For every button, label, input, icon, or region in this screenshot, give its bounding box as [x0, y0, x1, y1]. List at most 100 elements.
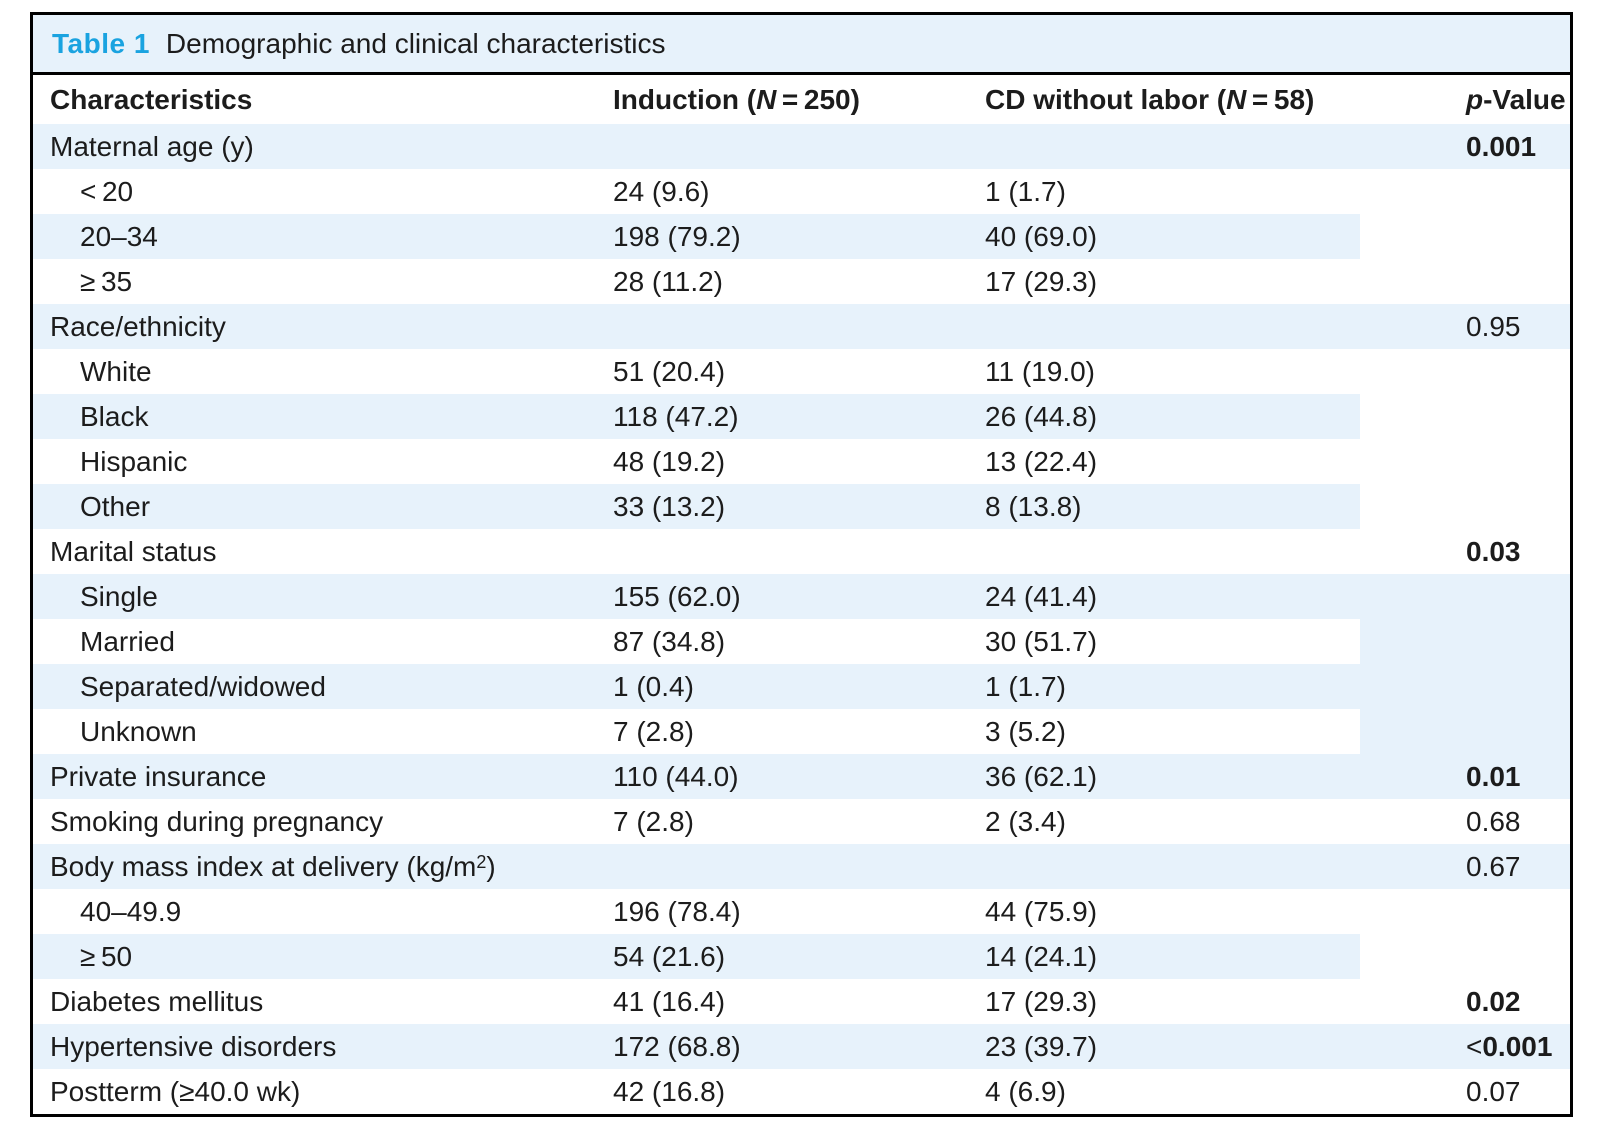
table-row: Hispanic 48 (19.2) 13 (22.4)	[33, 439, 1570, 484]
cell-characteristic: Marital status	[50, 535, 217, 567]
cell-characteristic: Smoking during pregnancy	[50, 805, 384, 837]
cell-induction	[593, 529, 965, 574]
cell-pvalue-span	[1360, 574, 1570, 754]
cell-pvalue: <0.001	[1360, 1024, 1570, 1069]
cell-induction: 48 (19.2)	[613, 445, 726, 477]
cell-pvalue: 0.68	[1466, 805, 1521, 837]
cell-cd-without-labor	[965, 304, 1360, 349]
cell-induction: 42 (16.8)	[613, 1075, 726, 1107]
cell-induction: 1 (0.4)	[593, 664, 965, 709]
cell-induction: 51 (20.4)	[613, 355, 726, 387]
cell-cd-without-labor: 24 (41.4)	[965, 574, 1360, 619]
cell-characteristic: White	[80, 355, 152, 387]
header-row: Characteristics Induction (N = 250) CD w…	[33, 75, 1570, 124]
table-row: ≥ 50 54 (21.6) 14 (24.1)	[33, 934, 1570, 979]
table-title: Demographic and clinical characteristics	[165, 27, 666, 59]
table-row: Private insurance 110 (44.0) 36 (62.1) 0.01	[33, 754, 1570, 799]
table-row: 20–34 198 (79.2) 40 (69.0)	[33, 214, 1570, 259]
cell-induction: 110 (44.0)	[593, 754, 965, 799]
cell-induction: 172 (68.8)	[593, 1024, 965, 1069]
cell-pvalue: 0.001	[1360, 124, 1570, 169]
table-row: Body mass index at delivery (kg/m2) 0.67	[33, 844, 1570, 889]
cell-induction: 155 (62.0)	[593, 574, 965, 619]
cell-cd-without-labor	[965, 124, 1360, 169]
table-caption: Table 1 Demographic and clinical charact…	[33, 15, 1570, 75]
cell-induction	[593, 844, 965, 889]
cell-cd-without-labor: 13 (22.4)	[985, 445, 1098, 477]
cell-characteristic: Diabetes mellitus	[50, 985, 264, 1017]
cell-cd-without-labor: 2 (3.4)	[985, 805, 1066, 837]
cell-cd-without-labor: 14 (24.1)	[965, 934, 1360, 979]
cell-characteristic: Private insurance	[33, 754, 593, 799]
col-header-induction: Induction (N = 250)	[593, 75, 965, 124]
cell-pvalue: 0.95	[1360, 304, 1570, 349]
cell-characteristic: Single	[33, 574, 593, 619]
cell-cd-without-labor: 17 (29.3)	[985, 265, 1098, 297]
table-number: Table 1	[52, 27, 150, 59]
cell-characteristic: Race/ethnicity	[33, 304, 593, 349]
table-row: White 51 (20.4) 11 (19.0)	[33, 349, 1570, 394]
cell-induction: 28 (11.2)	[613, 265, 723, 297]
cell-induction	[593, 124, 965, 169]
cell-characteristic: 20–34	[33, 214, 593, 259]
cell-cd-without-labor: 44 (75.9)	[985, 895, 1098, 927]
cell-characteristic: Maternal age (y)	[33, 124, 593, 169]
cell-induction: 24 (9.6)	[613, 175, 710, 207]
cell-induction	[593, 304, 965, 349]
cell-pvalue: 0.01	[1360, 754, 1570, 799]
cell-characteristic: 40–49.9	[80, 895, 182, 927]
cell-induction: 118 (47.2)	[593, 394, 965, 439]
characteristics-table: Characteristics Induction (N = 250) CD w…	[33, 75, 1570, 1114]
table-row: Married 87 (34.8) 30 (51.7)	[33, 619, 1570, 664]
table-row: Race/ethnicity 0.95	[33, 304, 1570, 349]
cell-cd-without-labor	[965, 844, 1360, 889]
cell-induction: 196 (78.4)	[613, 895, 741, 927]
cell-characteristic: Body mass index at delivery (kg/m2)	[33, 844, 593, 889]
table-row: Unknown 7 (2.8) 3 (5.2)	[33, 709, 1570, 754]
col-header-pvalue: p-Value	[1360, 75, 1570, 124]
cell-cd-without-labor: 23 (39.7)	[965, 1024, 1360, 1069]
table-row: Smoking during pregnancy 7 (2.8) 2 (3.4) 0.…	[33, 799, 1570, 844]
cell-pvalue: 0.67	[1360, 844, 1570, 889]
cell-characteristic: ≥ 50	[33, 934, 593, 979]
table-row: < 20 24 (9.6) 1 (1.7)	[33, 169, 1570, 214]
cell-characteristic: Married	[80, 625, 175, 657]
cell-induction: 7 (2.8)	[613, 715, 694, 747]
cell-characteristic: < 20	[80, 175, 134, 207]
cell-cd-without-labor: 8 (13.8)	[965, 484, 1360, 529]
col-header-cd-without-labor: CD without labor (N = 58)	[965, 75, 1360, 124]
cell-cd-without-labor: 36 (62.1)	[965, 754, 1360, 799]
cell-cd-without-labor: 26 (44.8)	[965, 394, 1360, 439]
table-row: Marital status 0.03	[33, 529, 1570, 574]
table-row: 40–49.9 196 (78.4) 44 (75.9)	[33, 889, 1570, 934]
cell-pvalue-span	[1360, 169, 1570, 304]
table-row: Maternal age (y) 0.001	[33, 124, 1570, 169]
cell-cd-without-labor: 11 (19.0)	[985, 355, 1095, 387]
table-body: Maternal age (y) 0.001 < 20 24 (9.6) 1 (1.7)…	[33, 124, 1570, 1114]
table-row: Postterm (≥40.0 wk) 42 (16.8) 4 (6.9) 0.07	[33, 1069, 1570, 1114]
cell-induction: 54 (21.6)	[593, 934, 965, 979]
col-header-characteristics: Characteristics	[33, 75, 593, 124]
cell-cd-without-labor: 30 (51.7)	[985, 625, 1098, 657]
cell-cd-without-labor: 3 (5.2)	[985, 715, 1066, 747]
cell-characteristic: Black	[33, 394, 593, 439]
cell-pvalue: 0.02	[1466, 985, 1521, 1017]
cell-characteristic: Other	[33, 484, 593, 529]
cell-cd-without-labor	[965, 529, 1360, 574]
table-row: Other 33 (13.2) 8 (13.8)	[33, 484, 1570, 529]
table-row: Separated/widowed 1 (0.4) 1 (1.7)	[33, 664, 1570, 709]
cell-characteristic: Separated/widowed	[33, 664, 593, 709]
cell-characteristic: ≥ 35	[80, 265, 133, 297]
cell-induction: 87 (34.8)	[613, 625, 726, 657]
cell-induction: 41 (16.4)	[613, 985, 726, 1017]
cell-induction: 7 (2.8)	[613, 805, 694, 837]
cell-induction: 33 (13.2)	[593, 484, 965, 529]
cell-characteristic: Postterm (≥40.0 wk)	[50, 1075, 301, 1107]
cell-characteristic: Unknown	[80, 715, 197, 747]
cell-pvalue: 0.03	[1466, 535, 1521, 567]
cell-cd-without-labor: 4 (6.9)	[985, 1075, 1066, 1107]
cell-cd-without-labor: 40 (69.0)	[965, 214, 1360, 259]
table-row: Diabetes mellitus 41 (16.4) 17 (29.3) 0.02	[33, 979, 1570, 1024]
cell-characteristic: Hispanic	[80, 445, 188, 477]
